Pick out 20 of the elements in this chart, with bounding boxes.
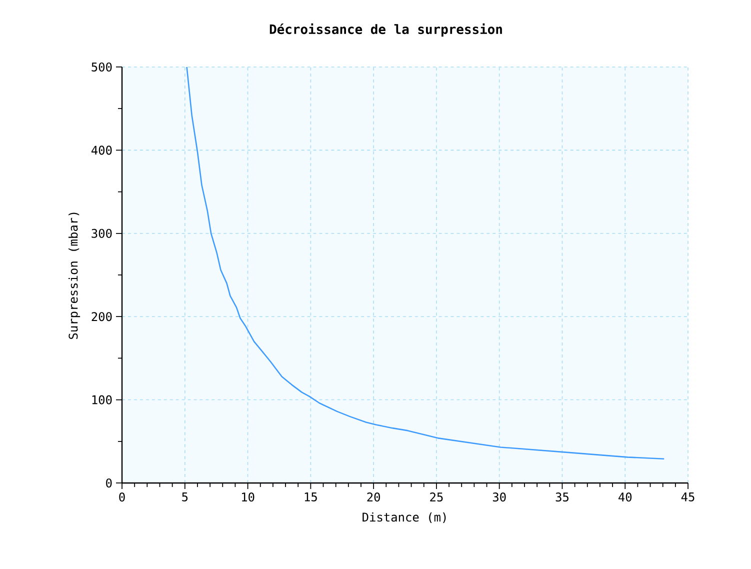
x-tick-label: 35 [556, 492, 568, 502]
x-tick-label: 25 [430, 492, 443, 502]
x-tick-label: 15 [304, 492, 317, 502]
chart-title: Décroissance de la surpression [270, 23, 502, 37]
x-axis-title: Distance (m) [362, 512, 446, 524]
x-tick-label: 20 [367, 492, 380, 502]
line-series [186, 66, 665, 460]
y-tick-label: 100 [92, 395, 112, 404]
y-tick-label: 500 [92, 62, 112, 72]
x-tick-label: 5 [182, 492, 188, 502]
y-tick-label: 200 [92, 312, 112, 322]
y-tick-label: 300 [92, 228, 112, 238]
x-tick-label: 0 [119, 492, 125, 502]
y-tick-label: 0 [106, 478, 112, 488]
y-tick-label: 400 [91, 146, 112, 155]
x-tick-label: 40 [618, 492, 632, 502]
x-tick-label: 45 [681, 492, 694, 502]
x-tick-label: 30 [492, 492, 506, 502]
y-axis-title: Surpression (mbar) [68, 212, 80, 339]
x-tick-label: 10 [242, 492, 254, 502]
